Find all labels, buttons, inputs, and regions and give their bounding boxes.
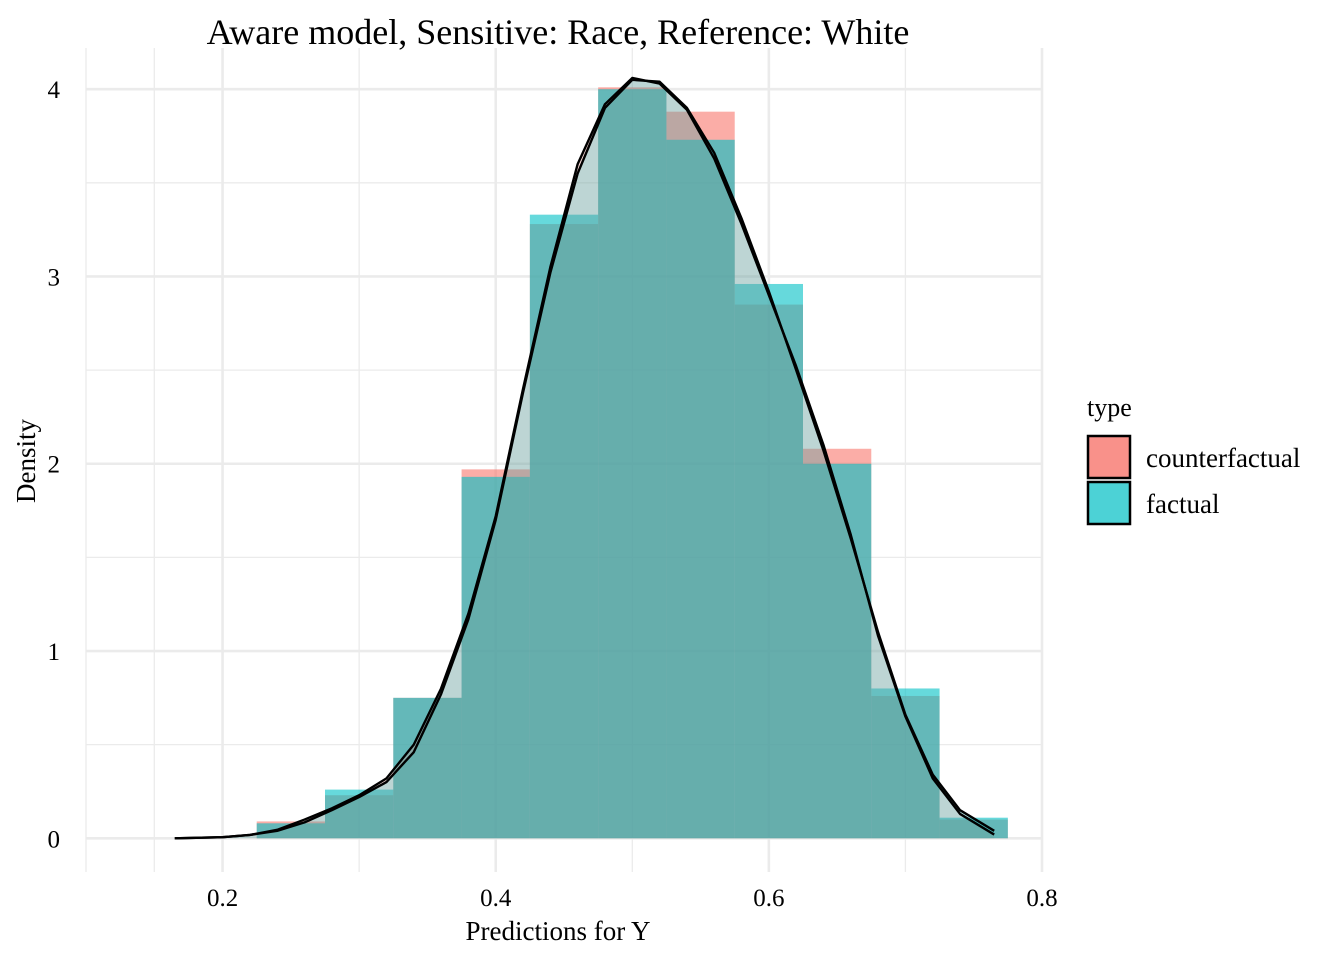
x-tick-label: 0.8 bbox=[1026, 885, 1057, 912]
y-tick-label: 4 bbox=[48, 77, 61, 104]
y-tick-label: 2 bbox=[48, 452, 61, 479]
y-tick-label: 0 bbox=[48, 826, 61, 853]
y-tick-label: 3 bbox=[48, 264, 61, 291]
histogram-bar-factual bbox=[803, 463, 872, 839]
chart-title: Aware model, Sensitive: Race, Reference:… bbox=[207, 12, 910, 52]
histogram-bar-factual bbox=[666, 139, 735, 839]
density-lines bbox=[174, 76, 995, 840]
legend-item-counterfactual: counterfactual bbox=[1086, 434, 1300, 480]
density-area-factual bbox=[174, 79, 995, 839]
histogram-bar-factual bbox=[598, 89, 667, 839]
bars-factual bbox=[256, 89, 1008, 839]
histogram-bar-factual bbox=[529, 214, 599, 839]
density-line-factual bbox=[174, 78, 995, 840]
y-axis-title: Density bbox=[11, 419, 41, 503]
histogram-bar-factual bbox=[734, 283, 803, 839]
histogram-bar-factual bbox=[461, 476, 530, 839]
x-axis-title: Predictions for Y bbox=[466, 916, 651, 946]
axis-ticks: 0.2 0.4 0.6 0.8 0 1 2 3 4 bbox=[48, 77, 1058, 912]
legend-label-counterfactual: counterfactual bbox=[1146, 443, 1300, 473]
legend-title: type bbox=[1087, 393, 1132, 422]
histogram-bar-factual bbox=[256, 823, 325, 839]
legend-label-factual: factual bbox=[1146, 489, 1219, 519]
legend-key-factual bbox=[1086, 480, 1132, 526]
x-tick-label: 0.6 bbox=[753, 885, 784, 912]
x-tick-label: 0.2 bbox=[207, 885, 238, 912]
legend-key-counterfactual bbox=[1086, 434, 1132, 480]
y-tick-label: 1 bbox=[48, 639, 61, 666]
legend-item-factual: factual bbox=[1086, 480, 1219, 526]
legend: type counterfactual factual bbox=[1086, 393, 1300, 526]
density-area-counterfactual bbox=[174, 77, 995, 839]
x-tick-label: 0.4 bbox=[480, 885, 512, 912]
